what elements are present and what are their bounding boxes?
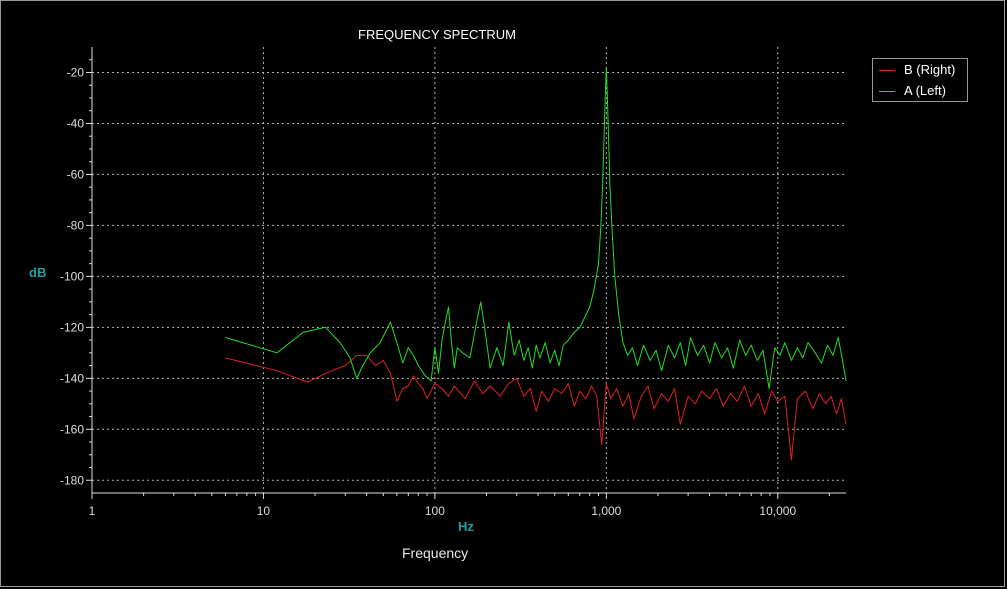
x-tick-label: 1,000	[591, 504, 621, 518]
legend-swatch-left	[879, 91, 895, 92]
x-tick-label: 10,000	[759, 504, 796, 518]
y-tick-label: -140	[60, 371, 84, 385]
grid	[92, 47, 846, 493]
legend-item-left: A (Left)	[873, 82, 967, 101]
series-line-right	[225, 354, 847, 461]
y-tick-label: -20	[67, 65, 85, 79]
y-tick-label: -60	[67, 167, 85, 181]
y-tick-label: -160	[60, 422, 84, 436]
x-axis-label: Frequency	[402, 545, 469, 561]
series-lines	[225, 66, 847, 461]
x-axis-unit: Hz	[458, 519, 474, 534]
legend: B (Right) A (Left)	[872, 58, 968, 102]
y-tick-label: -120	[60, 320, 84, 334]
x-tick-label: 1	[89, 504, 96, 518]
legend-swatch-right	[879, 70, 895, 71]
y-tick-label: -100	[60, 269, 84, 283]
legend-label-right: B (Right)	[904, 62, 956, 77]
axes: -20 -40 -60 -80 -100 -120 -140 -160 -180 1 10 100 1,…	[60, 47, 846, 518]
legend-item-right: B (Right)	[873, 61, 967, 80]
x-tick-label: 10	[257, 504, 271, 518]
y-tick-label: -40	[67, 116, 85, 130]
y-tick-label: -80	[67, 218, 85, 232]
y-tick-label: -180	[60, 473, 84, 487]
y-axis-label: dB	[29, 265, 47, 280]
series-line-left	[225, 66, 847, 389]
chart-title: FREQUENCY SPECTRUM	[358, 27, 516, 42]
legend-label-left: A (Left)	[904, 83, 946, 98]
x-tick-label: 100	[425, 504, 445, 518]
